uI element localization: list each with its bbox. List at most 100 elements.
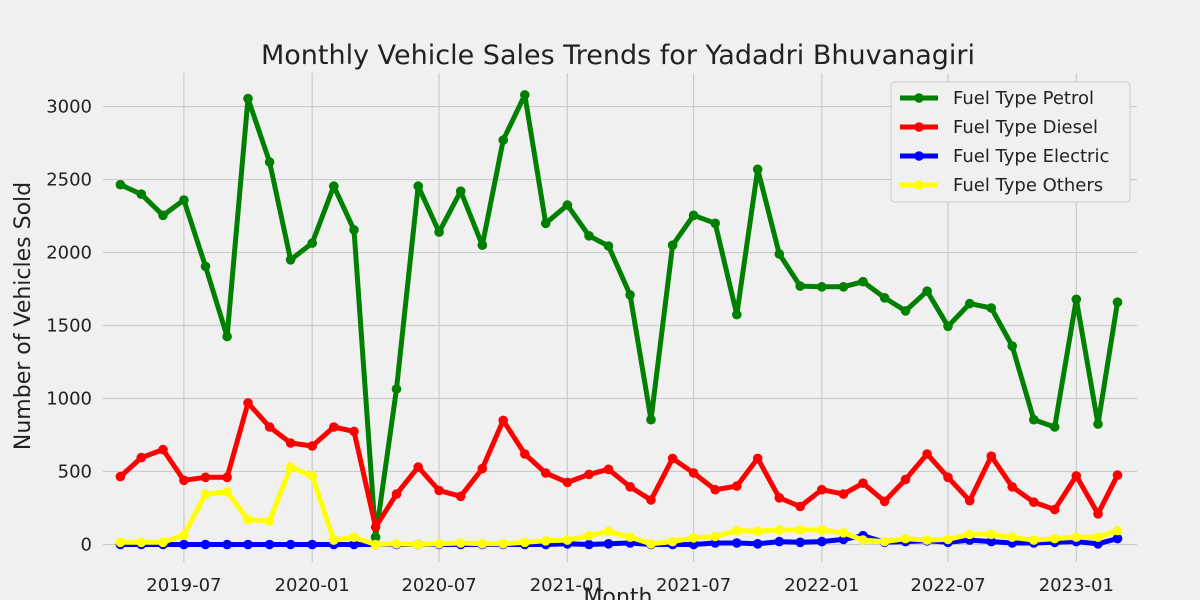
data-point [1112, 297, 1123, 308]
data-point [838, 282, 849, 292]
data-point [879, 496, 890, 507]
data-point [900, 474, 911, 485]
data-point [477, 539, 488, 549]
data-point [243, 514, 253, 525]
data-point [795, 525, 805, 535]
data-point [329, 422, 339, 432]
x-tick-label: 2019-07 [146, 575, 221, 596]
data-point [200, 472, 211, 483]
data-point [1071, 532, 1082, 542]
data-point [179, 195, 189, 205]
data-point [477, 240, 488, 250]
data-point [943, 321, 953, 332]
data-point [1093, 539, 1103, 549]
series-line [117, 92, 1120, 540]
data-point [646, 414, 656, 425]
data-point [879, 293, 890, 303]
data-point [646, 495, 656, 505]
chart-title: Monthly Vehicle Sales Trends for Yadadri… [261, 40, 975, 71]
data-point [498, 135, 509, 145]
data-point [115, 471, 126, 482]
data-point [1007, 341, 1017, 351]
data-point [562, 200, 573, 210]
legend-label: Fuel Type Electric [953, 146, 1109, 167]
data-point [817, 282, 827, 292]
y-axis-label: Number of Vehicles Sold [11, 182, 36, 450]
legend-item: Fuel Type Others [900, 175, 1103, 196]
data-point [520, 537, 530, 548]
data-point [710, 484, 720, 495]
data-point [158, 537, 168, 548]
data-point [136, 452, 147, 463]
data-point [1029, 414, 1039, 425]
legend-marker [914, 151, 924, 161]
x-tick-label: 2022-07 [910, 575, 985, 596]
data-point [817, 484, 827, 495]
data-point [200, 539, 211, 550]
data-point [434, 227, 444, 237]
data-point [285, 462, 296, 472]
data-point [540, 218, 551, 229]
data-point [1093, 509, 1103, 519]
data-point [584, 231, 594, 241]
data-point [795, 537, 805, 548]
data-point [391, 539, 402, 549]
data-point [584, 539, 594, 550]
data-point [115, 537, 126, 548]
data-point [584, 469, 594, 480]
data-point [732, 481, 742, 491]
data-point [817, 536, 827, 547]
data-point [349, 225, 359, 235]
data-point [774, 525, 785, 535]
data-point [922, 449, 932, 459]
y-tick-label: 2000 [46, 243, 92, 264]
data-point [922, 286, 932, 297]
data-point [900, 306, 911, 316]
data-point [179, 475, 189, 486]
data-point [986, 451, 997, 462]
data-point [349, 539, 359, 550]
data-point [732, 309, 742, 320]
data-point [370, 522, 381, 532]
x-tick-label: 2021-01 [530, 575, 605, 596]
data-point [391, 384, 402, 394]
data-point [307, 539, 318, 550]
data-point [752, 526, 763, 537]
data-point [667, 240, 678, 250]
data-point [667, 536, 678, 547]
data-point [285, 254, 296, 265]
legend-label: Fuel Type Diesel [953, 117, 1098, 138]
data-point [222, 331, 232, 342]
data-point [329, 535, 339, 545]
data-point [243, 539, 253, 550]
data-point [1007, 482, 1017, 492]
data-point [1029, 497, 1039, 508]
data-point [838, 528, 849, 538]
data-point [285, 539, 296, 550]
data-point [179, 530, 189, 540]
data-point [307, 238, 318, 248]
data-point [243, 93, 253, 104]
data-point [688, 539, 699, 550]
data-point [858, 478, 868, 489]
data-point [603, 539, 614, 549]
data-point [264, 539, 275, 550]
data-point [455, 186, 466, 196]
data-point [349, 532, 359, 542]
data-point [115, 179, 126, 190]
data-point [158, 444, 168, 455]
tick-labels: 0 500 1000 1500 2000 2500 3000 2019-07 2020-01 20… [46, 97, 1114, 596]
data-point [540, 468, 551, 478]
data-point [964, 529, 975, 540]
data-point [540, 536, 551, 546]
data-point [964, 495, 975, 506]
x-tick-label: 2023-01 [1039, 575, 1114, 596]
data-point [625, 290, 635, 300]
data-point [264, 422, 275, 432]
y-tick-label: 1500 [46, 316, 92, 337]
data-point [264, 157, 275, 167]
data-point [922, 535, 932, 545]
data-point [158, 210, 168, 221]
y-tick-label: 500 [58, 461, 92, 482]
data-point [774, 536, 785, 547]
